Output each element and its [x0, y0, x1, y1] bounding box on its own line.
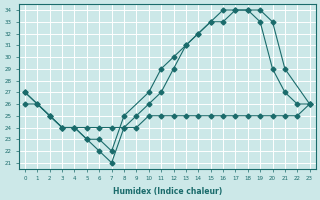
X-axis label: Humidex (Indice chaleur): Humidex (Indice chaleur) — [113, 187, 222, 196]
